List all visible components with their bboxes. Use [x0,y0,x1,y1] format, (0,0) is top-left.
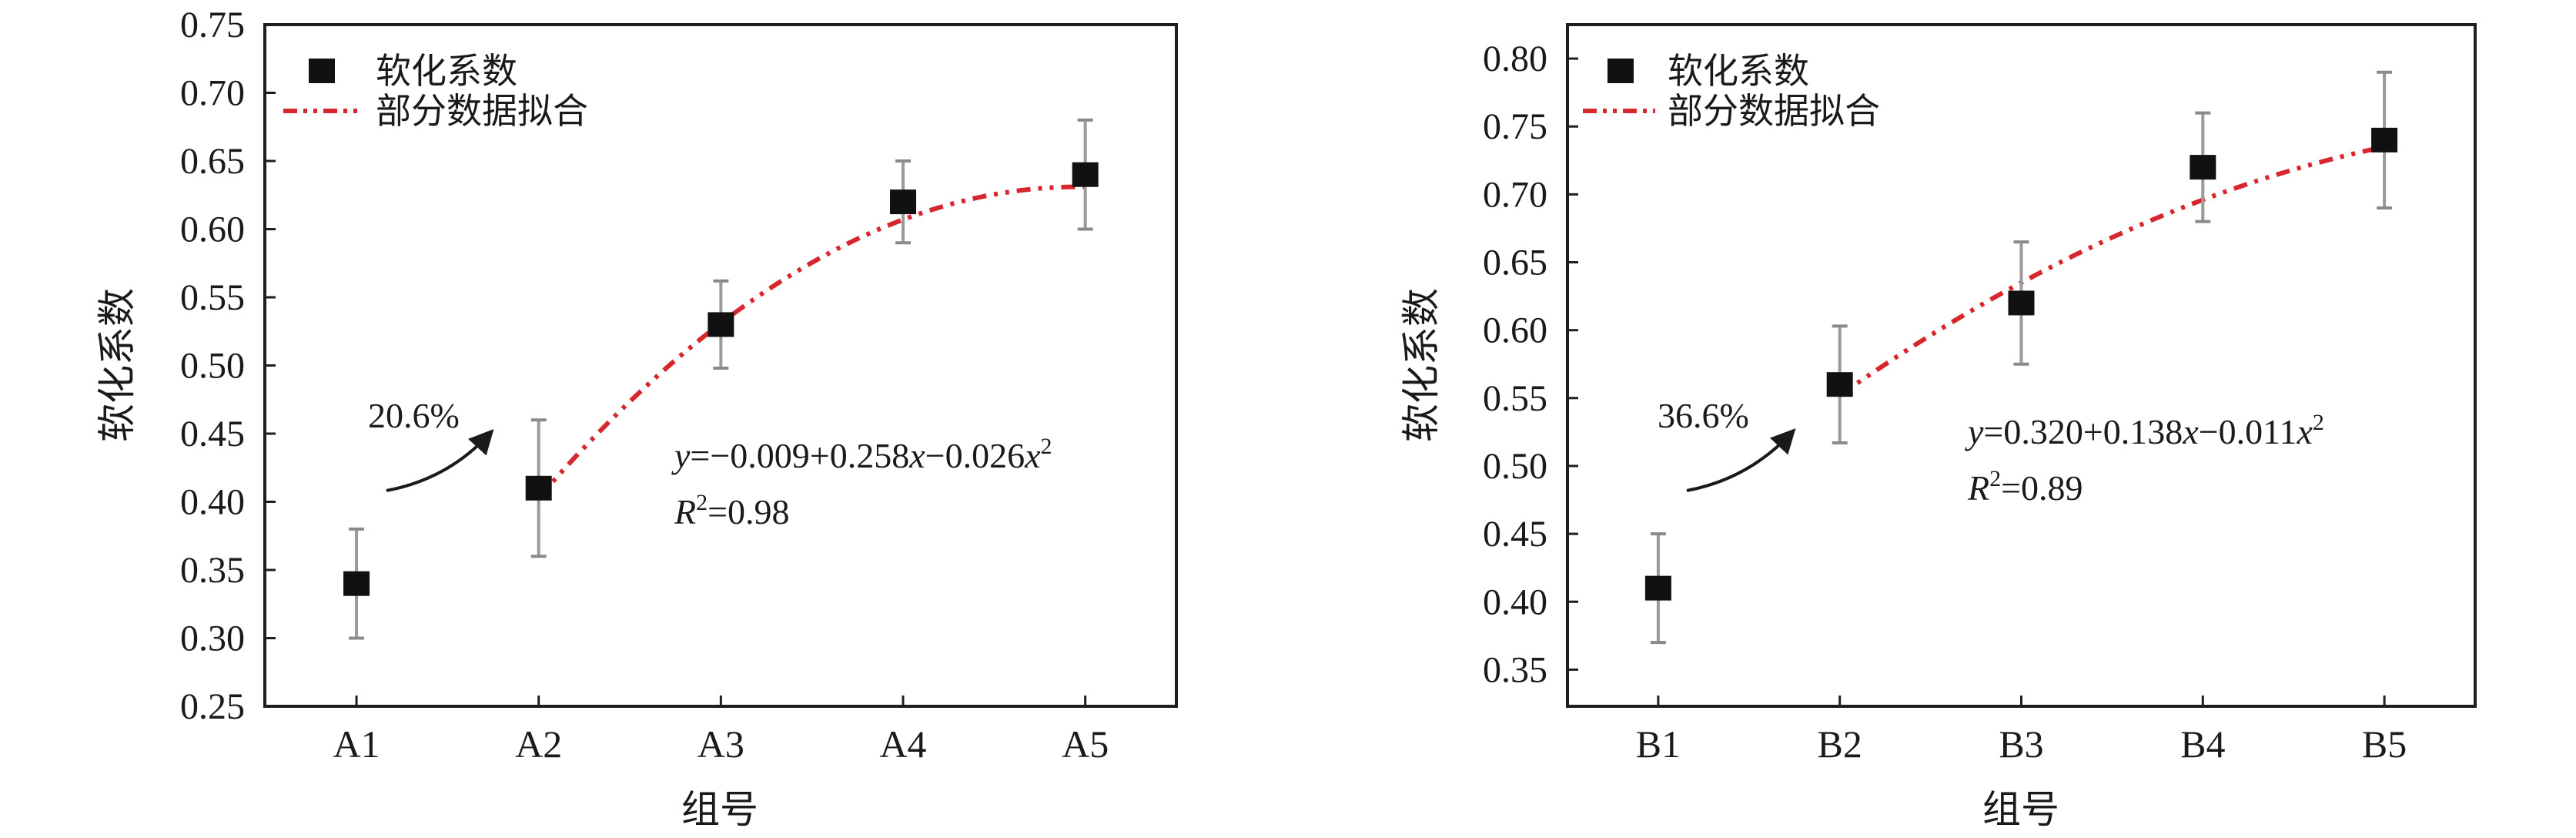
y-tick-label: 0.60 [180,210,245,250]
y-tick-label: 0.45 [1483,514,1547,555]
x-tick-label: B1 [1636,722,1681,766]
increase-annotation: 20.6% [368,396,460,435]
data-point-B2 [1826,324,1853,444]
r-symbol: R [674,492,696,531]
equation-part: =−0.009+0.258 [690,436,909,475]
y-tick-label: 0.55 [180,277,245,318]
x-axis-title: 组号 [681,788,758,831]
equation-part: y [1965,412,1984,451]
equation-part: −0.011 [2199,412,2297,451]
square-marker [890,189,917,215]
fit-equation: y=0.320+0.138x−0.011x2 [1965,410,2324,451]
y-tick-label: 0.40 [180,482,245,523]
x-tick-label: A3 [698,722,744,766]
x-tick-label: B5 [2362,722,2407,766]
data-point-B1 [1644,532,1671,645]
legend-label-data: 软化系数 [376,52,517,91]
y-tick-label: 0.70 [180,73,245,114]
x-tick-label: B3 [1999,722,2043,766]
legend-square-icon [1607,59,1634,83]
y-tick-label: 0.65 [1483,243,1547,283]
r-value: =0.89 [2001,468,2083,508]
y-tick-label: 0.25 [180,686,245,727]
y-tick-label: 0.75 [180,5,245,45]
data-point-A4 [890,159,917,245]
equation-part: =0.320+0.138 [1983,412,2183,451]
data-point-A1 [343,527,370,640]
y-tick-label: 0.40 [1483,582,1547,622]
y-tick-label: 0.65 [180,141,245,182]
y-tick-label: 0.45 [180,414,245,454]
x-tick-label: A2 [515,722,562,766]
fit-equation: y=−0.009+0.258x−0.026x2 [671,434,1052,475]
square-marker [1826,372,1853,397]
r-superscript: 2 [696,490,708,515]
data-point-A5 [1072,118,1099,231]
r-squared: R2=0.98 [674,490,790,531]
chart-panel-1: 0.25 0.30 0.35 0.40 0.45 0.50 0.55 0.60 0.65 0.70… [95,5,1178,831]
square-marker [2371,127,2398,153]
equation-part: y [671,436,691,475]
y-tick-label: 0.30 [180,618,245,659]
y-tick-label: 0.50 [180,346,245,387]
square-marker [1644,575,1671,601]
legend-label-fit: 部分数据拟合 [376,92,588,131]
legend-square-icon [309,59,335,83]
equation-part: x [1024,436,1041,475]
r-symbol: R [1967,468,1989,508]
square-marker [343,571,370,596]
y-axis-title: 软化系数 [95,288,139,442]
square-marker [2190,155,2216,180]
square-marker [2008,290,2035,316]
y-tick-label: 0.70 [1483,174,1547,215]
arrow-icon [386,429,494,492]
x-tick-label: A4 [879,722,926,766]
data-point-B4 [2190,111,2216,223]
fit-curve [537,184,1086,500]
square-marker [525,475,552,501]
y-tick-label: 0.35 [180,550,245,591]
data-point-A3 [708,279,734,370]
data-point-B3 [2008,240,2035,366]
r-value: =0.98 [708,492,789,531]
legend-label-fit: 部分数据拟合 [1668,92,1880,131]
x-tick-label: A1 [333,722,380,766]
y-tick-label: 0.55 [1483,378,1547,419]
equation-part: x [2182,412,2199,451]
legend-label-data: 软化系数 [1668,52,1809,91]
x-tick-label: A5 [1062,722,1109,766]
equation-part: 2 [2313,410,2324,435]
y-axis-title: 软化系数 [1400,288,1443,442]
equation-part: x [908,436,925,475]
y-tick-label: 0.50 [1483,446,1547,487]
y-tick-label: 0.75 [1483,106,1547,147]
x-tick-label: B2 [1818,722,1862,766]
data-point-B5 [2371,70,2398,210]
r-superscript: 2 [1989,466,2001,491]
square-marker [708,312,734,337]
y-tick-label: 0.35 [1483,649,1547,690]
equation-part: x [2296,412,2313,451]
equation-part: −0.026 [925,436,1025,475]
x-axis-title: 组号 [1982,788,2059,831]
increase-annotation: 36.6% [1658,396,1749,435]
y-tick-label: 0.80 [1483,39,1547,79]
data-point-A2 [525,418,552,558]
equation-part: 2 [1041,434,1052,459]
x-tick-label: B4 [2180,722,2225,766]
chart-panel-2: 0.35 0.40 0.45 0.50 0.55 0.60 0.65 0.70 0.75 0.80… [1400,23,2477,831]
arrow-icon [1686,428,1796,492]
fit-curve [1838,144,2385,397]
y-tick-label: 0.60 [1483,310,1547,351]
square-marker [1072,162,1099,187]
r-squared: R2=0.89 [1967,466,2083,508]
